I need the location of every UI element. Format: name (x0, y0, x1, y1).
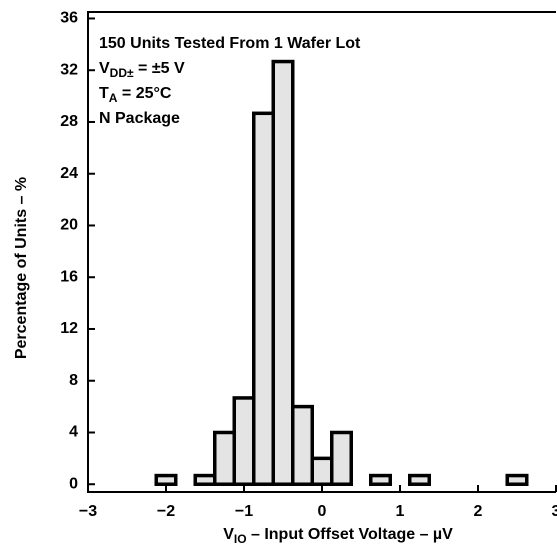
text-run: – Input Offset Voltage – µV (247, 526, 454, 543)
y-tick-label: 16 (60, 268, 78, 285)
text-run: N Package (99, 110, 180, 127)
y-tick-label: 36 (60, 10, 78, 27)
histogram-bar (232, 396, 256, 486)
histogram-bar (213, 430, 236, 486)
text-run: T (99, 85, 109, 102)
plot-frame (87, 11, 556, 493)
histogram-bar (505, 473, 529, 486)
x-axis-label: VIO – Input Offset Voltage – µV (223, 526, 453, 546)
histogram-bar (310, 456, 334, 486)
y-tick-label: 24 (60, 165, 78, 182)
annotation: 150 Units Tested From 1 Wafer Lot (99, 35, 361, 52)
y-tick-label: 20 (60, 217, 78, 234)
histogram-bar (252, 111, 275, 486)
text-run: = ±5 V (134, 60, 185, 77)
histogram-bar (291, 404, 314, 486)
text-run: V (99, 60, 110, 77)
histogram-bar (271, 59, 295, 486)
x-tick-label: 3 (552, 503, 557, 520)
subscript: IO (234, 532, 247, 546)
histogram-bar (193, 473, 217, 486)
subscript: A (109, 91, 118, 105)
annotation: TA = 25°C (99, 85, 172, 105)
text-run: 150 Units Tested From 1 Wafer Lot (99, 35, 361, 52)
x-tick-label: 1 (396, 503, 405, 520)
text-run: V (223, 526, 234, 543)
y-tick-label: 28 (60, 113, 78, 130)
x-tick-label: −1 (235, 503, 253, 520)
y-axis-label: Percentage of Units – % (13, 177, 30, 359)
y-tick-label: 12 (60, 320, 78, 337)
y-tick-label: 8 (69, 372, 78, 389)
annotation: VDD± = ±5 V (99, 60, 185, 80)
y-tick-label: 32 (60, 61, 78, 78)
y-tick-label: 4 (69, 424, 78, 441)
y-tick-label: 0 (69, 475, 78, 492)
text-run: = 25°C (117, 85, 171, 102)
histogram-bar (408, 473, 431, 486)
x-tick-label: −2 (157, 503, 175, 520)
histogram-bar (330, 430, 353, 486)
histogram-bar (369, 473, 392, 486)
x-tick-label: −3 (79, 503, 97, 520)
annotation: N Package (99, 110, 180, 127)
subscript: DD± (110, 66, 134, 80)
histogram-bar (154, 473, 178, 486)
x-tick-label: 2 (474, 503, 483, 520)
x-tick-label: 0 (318, 503, 327, 520)
